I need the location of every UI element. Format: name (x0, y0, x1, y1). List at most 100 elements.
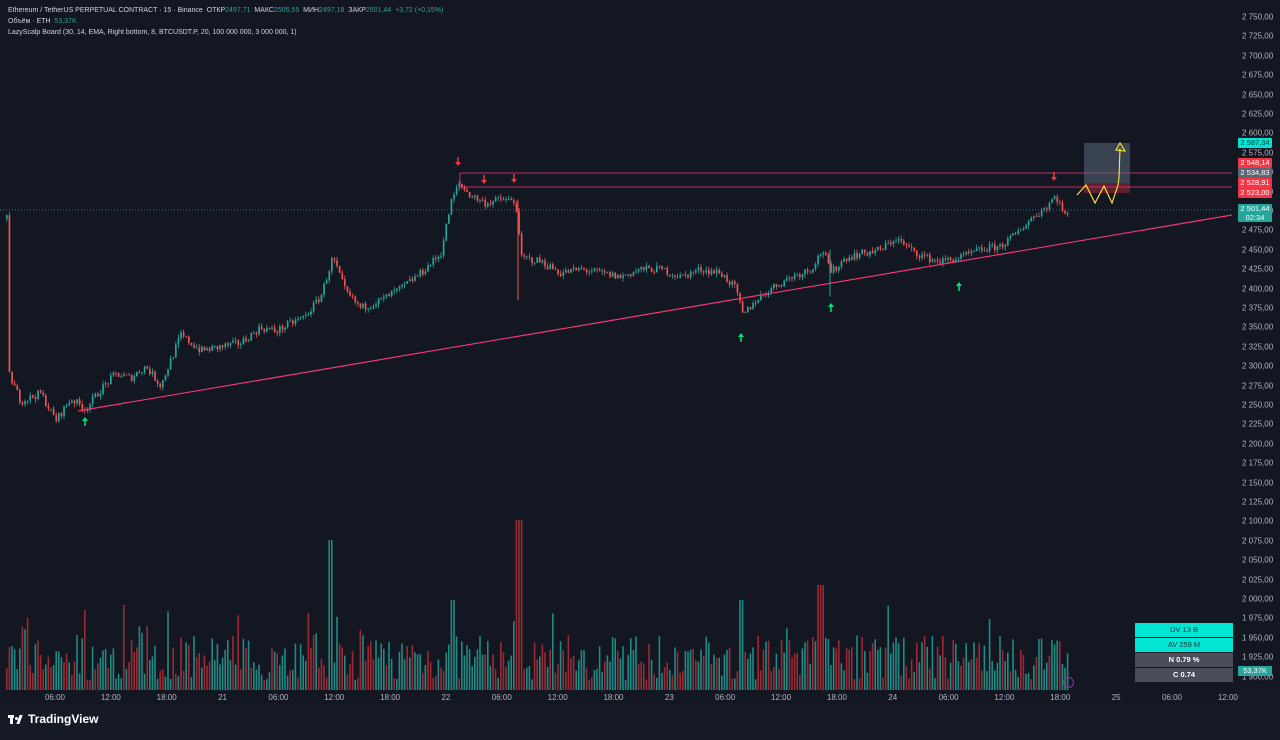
price-tick: 1 950,00 (1242, 633, 1274, 643)
candle-body (440, 255, 442, 257)
time-tick: 18:00 (1050, 693, 1071, 702)
price-label-box-bottom: 2 534,83 (1238, 168, 1272, 178)
legend-indicator[interactable]: LazyScalp Board (30, 14, EMA, Right bott… (8, 29, 297, 36)
volume-bar (770, 670, 772, 690)
volume-bar (357, 678, 359, 690)
up-arrow-icon (738, 333, 744, 337)
candle-body (778, 285, 780, 287)
volume-bar (393, 678, 395, 690)
volume-bar (606, 655, 609, 690)
volume-bar (1007, 652, 1009, 690)
volume-bar (390, 658, 393, 690)
legend-symbol[interactable]: Ethereum / TetherUS PERPETUAL CONTRACT ·… (8, 7, 203, 14)
volume-bar (765, 641, 767, 690)
candle-body (666, 268, 669, 275)
tradingview-logo[interactable]: TradingView (8, 712, 98, 726)
volume-bar (874, 639, 876, 690)
candle-body (637, 269, 640, 272)
candle-body (598, 269, 601, 272)
volume-bar (73, 661, 76, 690)
candle-body (65, 405, 68, 407)
volume-bar (578, 660, 580, 690)
candle-body (328, 271, 331, 281)
price-tick: 2 125,00 (1242, 497, 1274, 507)
candle-body (786, 278, 788, 281)
volume-bar (895, 637, 897, 690)
volume-bar (983, 645, 986, 690)
price-axis[interactable]: 2 750,00 2 725,00 2 700,00 2 675,00 2 650,00… (1232, 0, 1280, 690)
volume-bar (453, 600, 455, 690)
candle-body (640, 267, 643, 270)
volume-bar (385, 665, 388, 690)
volume-bar (554, 672, 557, 690)
legend-change: +3,72 (+0,15%) (395, 7, 444, 14)
volume-bar (913, 671, 915, 690)
price-label-current: 2 501,44 02:34 (1238, 204, 1272, 222)
volume-bar (843, 670, 845, 690)
volume-bar (882, 677, 884, 690)
volume-bar (1020, 649, 1022, 690)
legend-open-label: ОТКР (206, 7, 226, 14)
volume-bar (1059, 641, 1061, 690)
candle-body (367, 308, 370, 310)
candle-body (133, 376, 136, 381)
volume-bar (767, 640, 770, 690)
volume-bar (253, 662, 255, 690)
volume-bar (445, 652, 447, 690)
volume-bar (110, 654, 112, 690)
candle-body (320, 294, 323, 302)
volume-bar (359, 630, 362, 690)
volume-bar (240, 669, 242, 690)
candle-body (13, 383, 16, 386)
volume-bar (19, 648, 21, 690)
volume-bar (411, 645, 414, 690)
volume-bar (617, 650, 619, 690)
volume-bar (1043, 669, 1045, 690)
candle-body (442, 240, 445, 256)
volume-bar (284, 648, 286, 690)
candle-body (398, 286, 401, 289)
candle-body (351, 295, 354, 297)
time-tick: 22 (441, 693, 451, 702)
candle-body (546, 266, 549, 270)
volume-bar (505, 666, 507, 690)
chart-plot-area[interactable] (0, 0, 1232, 690)
candle-body (523, 255, 526, 257)
volume-bar (973, 642, 975, 690)
candle-body (801, 274, 804, 278)
candle-body (273, 327, 276, 332)
volume-bar (604, 661, 606, 690)
legend-volume-label[interactable]: Объём · ETH (8, 18, 51, 25)
volume-bar (494, 669, 497, 690)
volume-bar (965, 643, 967, 690)
candle-body (968, 251, 970, 254)
volume-bar (409, 657, 411, 690)
time-tick: 18:00 (156, 693, 177, 702)
candle-body (619, 274, 622, 279)
candle-body (632, 272, 635, 276)
volume-bar (601, 671, 603, 690)
volume-bar (1056, 640, 1058, 690)
price-tick: 2 050,00 (1242, 555, 1274, 565)
replay-icon[interactable] (1063, 677, 1074, 688)
candle-body (931, 259, 934, 263)
candle-body (219, 345, 221, 350)
price-chart[interactable] (0, 0, 1232, 690)
time-axis[interactable]: 06:00 12:00 18:00 21 06:00 12:00 18:00 22 06:00 1… (0, 690, 1238, 706)
price-tick: 2 200,00 (1242, 439, 1274, 449)
volume-bar (37, 640, 39, 690)
candle-body (120, 376, 123, 378)
candle-body (565, 270, 567, 273)
candle-body (749, 307, 752, 310)
volume-bar (341, 647, 343, 690)
volume-bar (146, 626, 148, 690)
candle-body (643, 267, 645, 270)
tradingview-logo-icon (8, 714, 24, 724)
candle-body (505, 199, 507, 201)
candle-body (695, 270, 697, 273)
candle-body (154, 371, 156, 381)
candle-body (903, 240, 905, 245)
candle-body (635, 271, 637, 273)
candle-body (232, 340, 234, 343)
time-tick: 18:00 (603, 693, 624, 702)
